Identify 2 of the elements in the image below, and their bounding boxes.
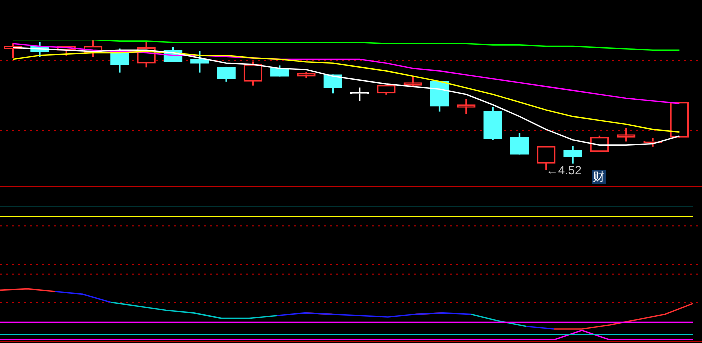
annotation: ←4.52 — [546, 163, 582, 178]
annotation: 财 — [592, 170, 606, 184]
